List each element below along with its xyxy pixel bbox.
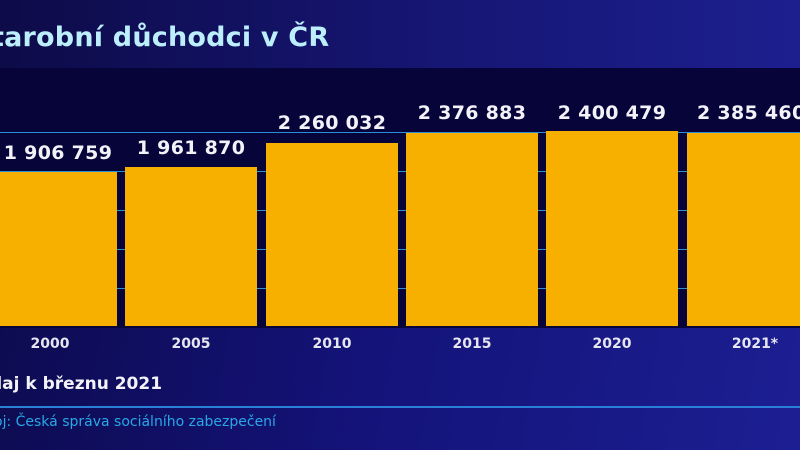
x-label-2015: 2015 <box>452 336 492 352</box>
x-label-2010: 2010 <box>312 336 352 352</box>
bar-2010 <box>266 143 398 326</box>
source-text: oj: Česká správa sociálního zabezpečení <box>0 414 276 430</box>
value-label-2000: 1 906 759 <box>3 142 113 164</box>
gridline <box>0 171 800 172</box>
chart-title: tarobní důchodci v ČR <box>0 22 330 53</box>
value-label-2015: 2 376 883 <box>417 102 527 124</box>
value-label-2010: 2 260 032 <box>277 112 387 134</box>
gridline <box>0 132 800 133</box>
x-label-2000: 2000 <box>30 336 70 352</box>
bar-2005 <box>125 167 257 326</box>
x-label-2005: 2005 <box>171 336 211 352</box>
gridline <box>0 249 800 250</box>
bar-2000 <box>0 172 117 326</box>
bar-2015 <box>406 133 538 326</box>
gridline <box>0 210 800 211</box>
x-label-2020: 2020 <box>592 336 632 352</box>
footnote-text: daj k březnu 2021 <box>0 374 163 394</box>
value-label-2020: 2 400 479 <box>557 102 667 124</box>
source-note: oj: Česká správa sociálního zabezpečení <box>0 414 276 430</box>
x-label-2021: 2021* <box>731 336 779 352</box>
bar-2020 <box>546 131 678 326</box>
separator-line <box>0 406 800 408</box>
footnote: daj k březnu 2021 <box>0 374 162 394</box>
gridline <box>0 288 800 289</box>
bar-2021 <box>687 133 800 326</box>
value-label-2021: 2 385 460 <box>697 102 800 124</box>
title-band: tarobní důchodci v ČR <box>0 0 800 68</box>
value-label-2005: 1 961 870 <box>136 137 246 159</box>
